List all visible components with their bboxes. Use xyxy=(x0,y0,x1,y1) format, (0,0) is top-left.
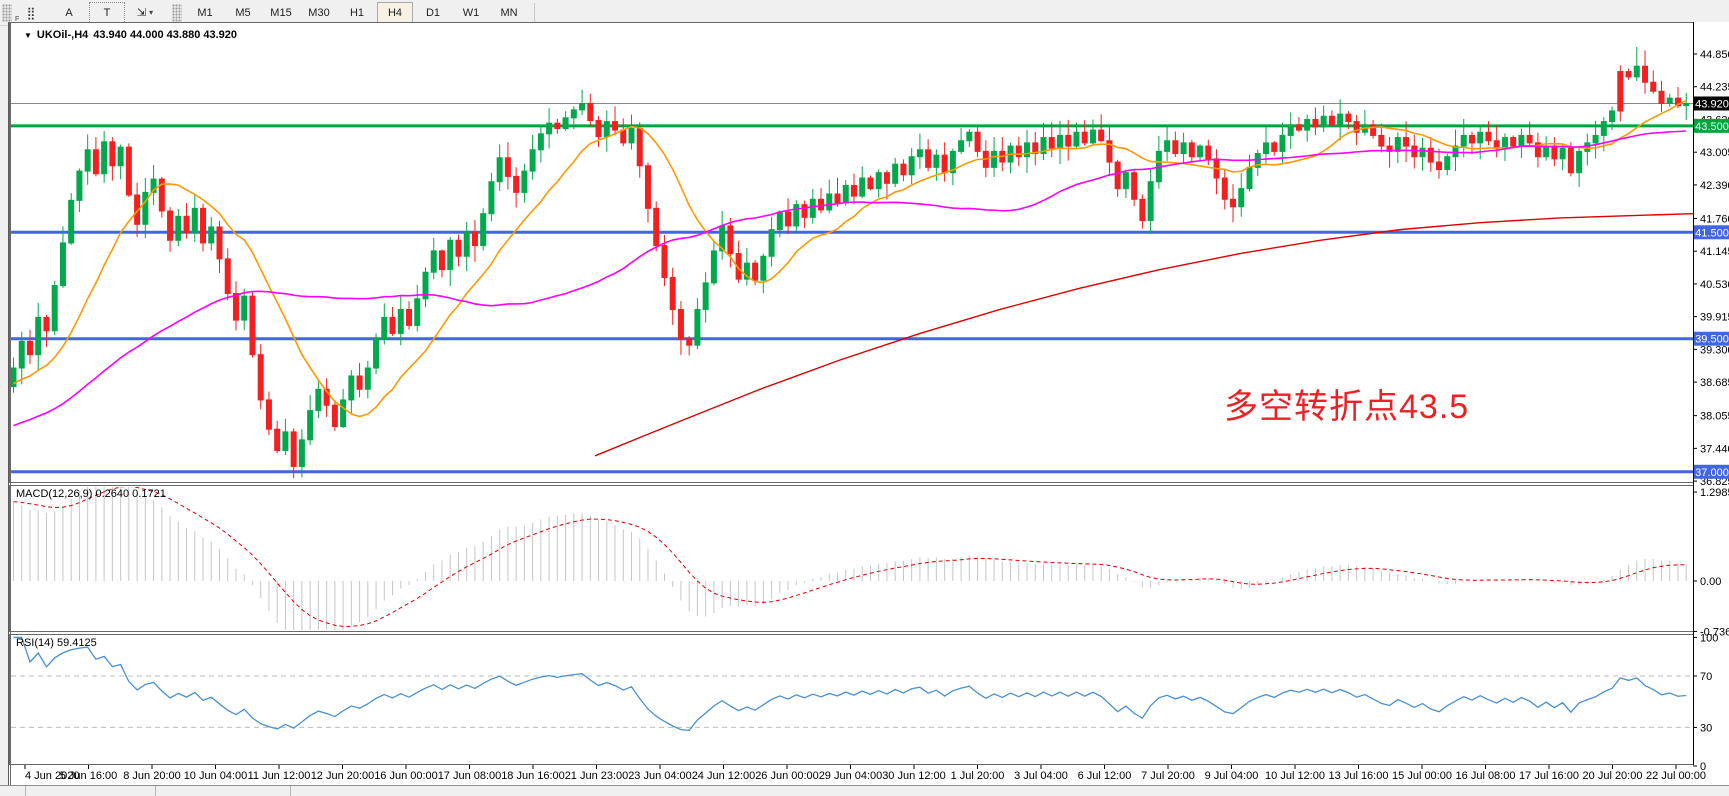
timeframe-button-H1[interactable]: H1 xyxy=(349,6,365,19)
time-tick: 16 Jun 00:00 xyxy=(374,770,438,782)
rsi-tick: 70 xyxy=(1700,671,1712,683)
annotation-text: 多空转折点43.5 xyxy=(1224,388,1470,426)
timeframe-button-M30[interactable]: M30 xyxy=(308,6,330,19)
slow-ma-line xyxy=(594,212,1693,457)
price-tag xyxy=(1694,96,1729,111)
price-tick: 44.850 xyxy=(1700,49,1729,61)
price-tag xyxy=(1694,464,1729,479)
price-tick: 36.825 xyxy=(1700,476,1729,488)
chart-text-annotation[interactable]: 多空转折点43.5 xyxy=(1224,379,1469,428)
rsi-label: RSI(14) 59.4125 xyxy=(16,637,97,649)
timeframe-button-M15[interactable]: M15 xyxy=(270,6,292,19)
time-tick: 5 Jun 16:00 xyxy=(60,770,118,782)
rsi-line xyxy=(13,636,1687,732)
time-tick: 16 Jul 08:00 xyxy=(1456,770,1516,782)
price-tick: 38.685 xyxy=(1700,377,1729,389)
period-separators-icon[interactable]: ⣿ F xyxy=(13,2,49,24)
timeframe-button-MN[interactable]: MN xyxy=(500,6,518,19)
time-tick: 20 Jul 20:00 xyxy=(1583,770,1643,782)
price-tick: 38.055 xyxy=(1700,411,1729,423)
time-tick: 26 Jun 00:00 xyxy=(755,770,819,782)
time-tick: 12 Jun 20:00 xyxy=(311,770,375,782)
rsi-tick: 0 xyxy=(1700,761,1706,773)
price-tick: 42.390 xyxy=(1700,180,1729,192)
chart-title: ▼ UKOil-,H4 43.940 44.000 43.880 43.920 xyxy=(24,29,237,41)
macd-plot xyxy=(13,487,1687,630)
time-tick: 8 Jun 20:00 xyxy=(123,770,181,782)
price-tag xyxy=(1694,225,1729,240)
price-tick: 43.005 xyxy=(1700,147,1729,159)
arrows-tool-icon: ⇲ xyxy=(136,7,147,19)
dropdown-caret-icon: ▾ xyxy=(149,8,154,17)
time-tick: 21 Jun 23:00 xyxy=(565,770,629,782)
time-tick: 22 Jul 00:00 xyxy=(1646,770,1706,782)
time-tick: 1 Jul 20:00 xyxy=(951,770,1005,782)
macd-tick: 1.2985 xyxy=(1700,487,1729,499)
time-tick: 29 Jun 04:00 xyxy=(819,770,883,782)
time-tick: 3 Jul 04:00 xyxy=(1014,770,1068,782)
timeframe-button-D1[interactable]: D1 xyxy=(425,6,441,19)
rsi-tick: 100 xyxy=(1700,632,1718,644)
price-tag xyxy=(1694,118,1729,133)
candles xyxy=(11,47,1690,479)
time-tick: 4 Jun 2020 xyxy=(25,770,79,782)
time-tick: 11 Jun 12:00 xyxy=(248,770,311,782)
timeframe-button-group: M1 M5 M15 M30 H1 H4 D1 W1 MN xyxy=(186,1,528,24)
time-tick: 30 Jun 12:00 xyxy=(882,770,946,782)
moving-average xyxy=(13,100,1687,418)
macd-label: MACD(12,26,9) 0.2640 0.1721 xyxy=(16,488,166,500)
text-a-icon: A xyxy=(65,6,73,19)
toolbar-grip[interactable] xyxy=(172,3,182,22)
timeframe-button-W1[interactable]: W1 xyxy=(462,6,480,19)
time-tick: 13 Jul 16:00 xyxy=(1329,770,1389,782)
time-tick: 10 Jun 04:00 xyxy=(184,770,248,782)
svg-text:43.920: 43.920 xyxy=(1695,98,1729,110)
time-tick: 9 Jul 04:00 xyxy=(1205,770,1259,782)
price-tick: 40.530 xyxy=(1700,279,1729,291)
price-tick: 37.440 xyxy=(1700,443,1729,455)
rsi-tick: 30 xyxy=(1700,722,1712,734)
time-tick: 10 Jul 12:00 xyxy=(1265,770,1325,782)
toolbar-separator xyxy=(534,2,535,23)
time-tick: 17 Jul 16:00 xyxy=(1519,770,1579,782)
price-tick: 39.915 xyxy=(1700,312,1729,324)
price-tag xyxy=(1694,331,1729,346)
bottom-tab-strip[interactable] xyxy=(0,785,1729,796)
ohlc-values: 43.940 44.000 43.880 43.920 xyxy=(93,29,238,41)
timeframe-button-M5[interactable]: M5 xyxy=(235,6,251,19)
price-tick: 41.760 xyxy=(1700,213,1729,225)
macd-signal-line xyxy=(13,487,1687,627)
text-label-button[interactable]: A xyxy=(51,2,87,24)
macd-tick: -0.7362 xyxy=(1700,626,1729,638)
chevron-down-icon[interactable]: ▼ xyxy=(24,30,32,40)
price-tick: 44.235 xyxy=(1700,82,1729,94)
time-tick: 6 Jul 12:00 xyxy=(1078,770,1132,782)
time-tick: 24 Jun 12:00 xyxy=(692,770,756,782)
timeframe-button-M1[interactable]: M1 xyxy=(197,6,213,19)
text-t-icon: T xyxy=(103,6,111,19)
toolbar-grip[interactable] xyxy=(2,3,12,22)
grid-f-label: F xyxy=(15,15,20,23)
time-tick: 18 Jun 16:00 xyxy=(501,770,565,782)
moving-average xyxy=(13,130,1687,427)
macd-tick: 0.00 xyxy=(1700,576,1721,588)
price-tick: 41.145 xyxy=(1700,246,1729,258)
time-tick: 17 Jun 08:00 xyxy=(438,770,502,782)
time-tick: 15 Jul 00:00 xyxy=(1392,770,1452,782)
grid-dots-icon: ⣿ xyxy=(26,5,36,20)
time-tick: 23 Jun 04:00 xyxy=(628,770,692,782)
symbol-label: UKOil-,H4 xyxy=(36,29,89,41)
time-tick: 7 Jul 20:00 xyxy=(1141,770,1195,782)
svg-text:39.500: 39.500 xyxy=(1695,334,1729,346)
price-tick: 39.300 xyxy=(1700,344,1729,356)
svg-text:37.000: 37.000 xyxy=(1695,467,1729,479)
arrows-tool-button[interactable]: ⇲ ▾ xyxy=(127,2,163,24)
svg-text:43.500: 43.500 xyxy=(1695,121,1729,133)
svg-text:41.500: 41.500 xyxy=(1695,227,1729,239)
